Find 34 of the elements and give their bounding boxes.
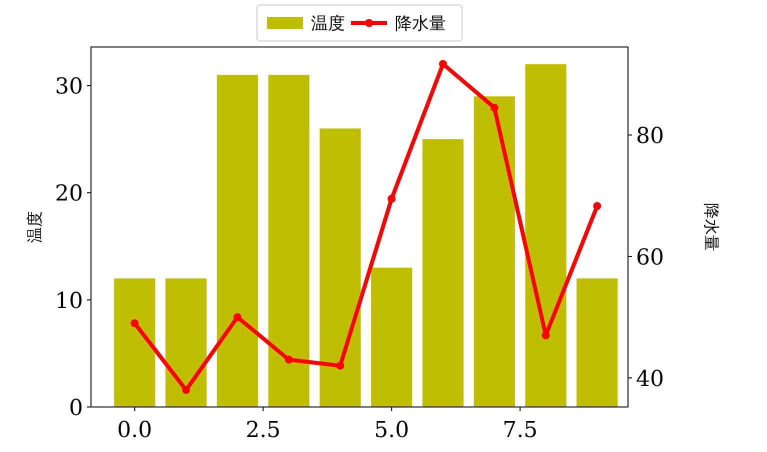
x-tick-label: 0.0 — [117, 418, 152, 443]
y2-tick-label: 60 — [636, 245, 664, 270]
point — [593, 202, 602, 210]
y2-tick-label: 40 — [636, 366, 664, 392]
bar — [371, 268, 412, 407]
point — [388, 194, 396, 203]
y-tick-label: 10 — [55, 288, 83, 314]
y-tick-label: 30 — [55, 74, 83, 100]
bar — [474, 96, 515, 407]
legend-label: 温度 — [311, 14, 345, 34]
point — [284, 356, 293, 364]
y2-tick-label: 80 — [636, 124, 664, 150]
point — [490, 104, 498, 112]
y-tick-label: 0 — [69, 396, 83, 421]
bar — [525, 64, 566, 407]
x-tick-label: 2.5 — [246, 418, 281, 443]
point — [130, 319, 139, 328]
point — [182, 386, 190, 394]
x-tick-label: 7.5 — [502, 418, 538, 443]
bar — [422, 139, 464, 407]
bar — [166, 278, 207, 407]
bar — [320, 128, 361, 407]
y-axis-title: 温度 — [25, 211, 44, 243]
legend-label: 降水量 — [395, 14, 446, 34]
point — [336, 362, 344, 370]
bar — [114, 278, 156, 407]
x-tick-label: 5.0 — [374, 418, 410, 443]
bar — [576, 278, 618, 407]
point — [233, 313, 242, 322]
y-tick-label: 20 — [55, 182, 83, 207]
bar — [216, 74, 258, 407]
point — [439, 60, 448, 68]
bar — [268, 74, 310, 407]
y2-axis-title: 降水量 — [702, 203, 721, 251]
